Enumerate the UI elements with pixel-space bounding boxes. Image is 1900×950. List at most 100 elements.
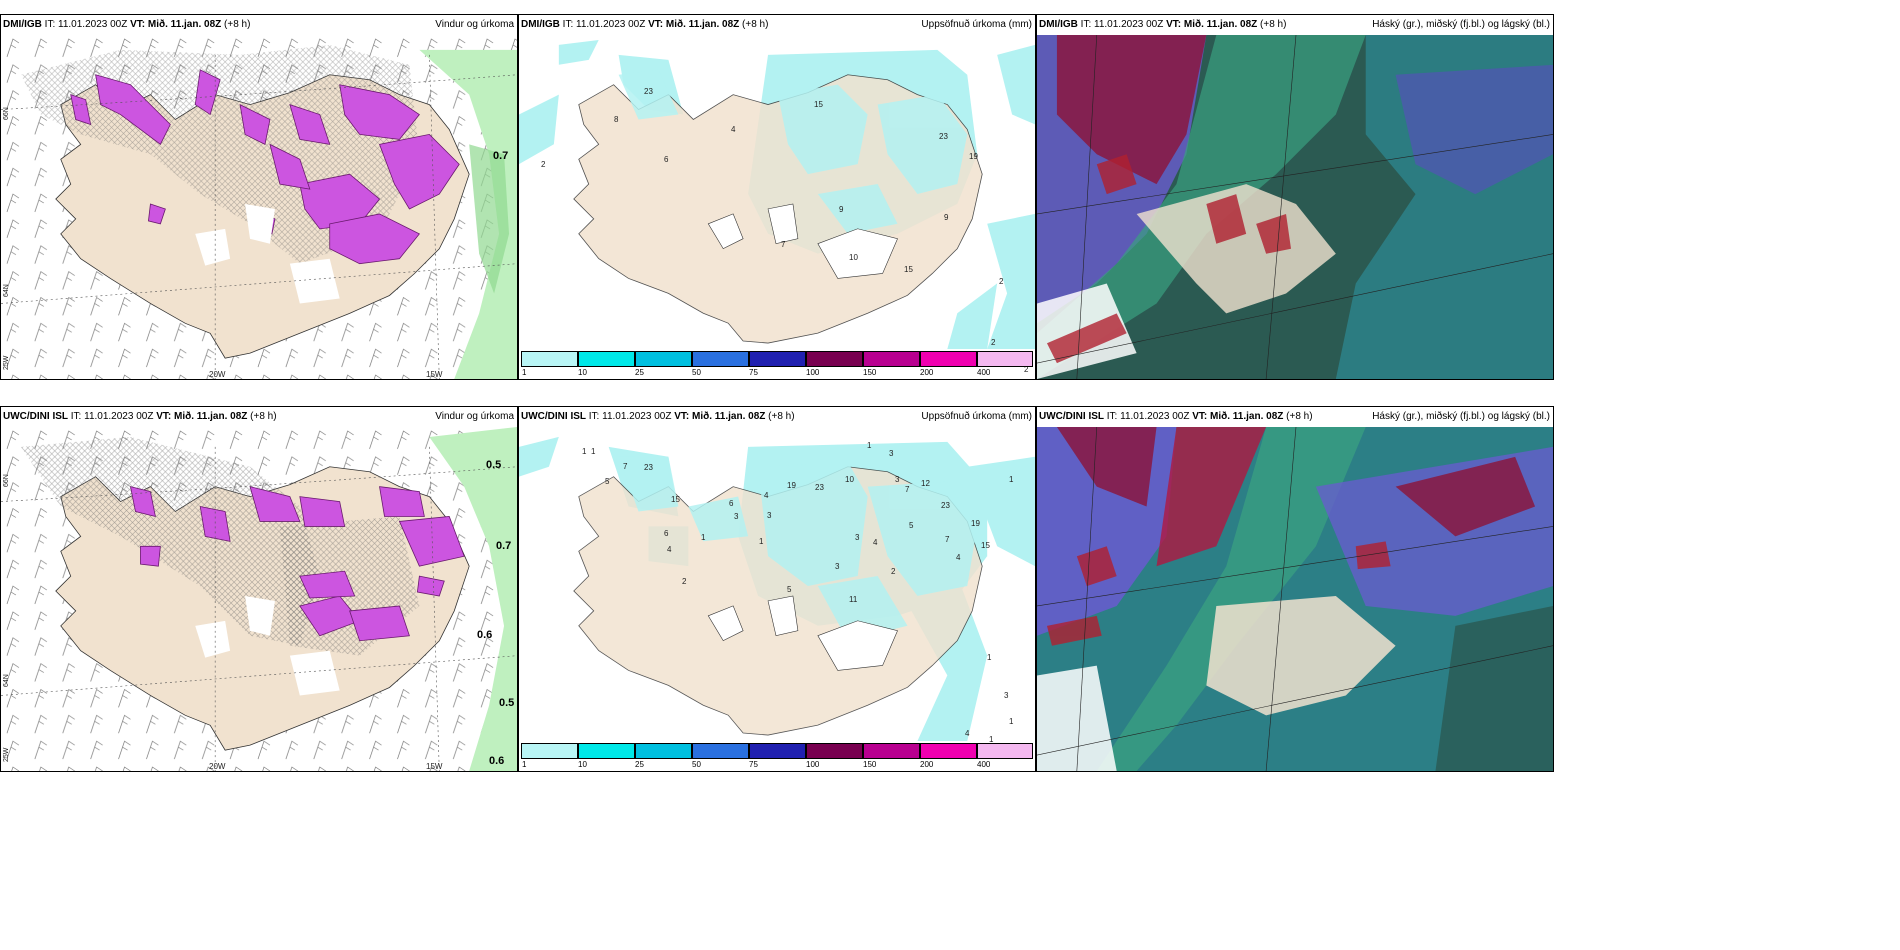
mid-cloud-purple xyxy=(1395,64,1553,195)
vt-label: VT: xyxy=(156,411,172,422)
precip-label: 4 xyxy=(956,553,961,562)
colorbar-tick: 75 xyxy=(749,368,758,377)
precip-label: 2 xyxy=(991,338,996,347)
colorbar-tick: 100 xyxy=(806,760,820,769)
colorbar-swatch xyxy=(578,351,635,367)
colorbar-swatch xyxy=(863,743,920,759)
high-cloud-streaks xyxy=(1046,154,1292,364)
model-name: DMI/IGB xyxy=(1039,19,1078,30)
panel-header: UWC/DINI ISL IT: 11.01.2023 00Z VT: Mið.… xyxy=(1,407,517,427)
panel-title: Uppsöfnuð úrkoma (mm) xyxy=(921,19,1032,30)
precip-label: 7 xyxy=(623,462,628,471)
lead-time: (+8 h) xyxy=(250,411,277,422)
colorbar-tick: 75 xyxy=(749,760,758,769)
precip-label: 3 xyxy=(895,475,900,484)
precip-label: 23 xyxy=(815,483,824,492)
lon-label-20w: 20W xyxy=(209,762,226,771)
panel-uwc-cloud: UWC/DINI ISL IT: 11.01.2023 00Z VT: Mið.… xyxy=(1036,406,1554,772)
panel-title: Háský (gr.), miðský (fj.bl.) og lágský (… xyxy=(1372,19,1550,30)
colorbar-swatch xyxy=(521,743,578,759)
colorbar-tick: 400 xyxy=(977,368,991,377)
vt-value: Mið. 11.jan. 08Z xyxy=(692,411,766,422)
precip-label: 2 xyxy=(999,277,1004,286)
model-name: DMI/IGB xyxy=(521,19,560,30)
hatched-area xyxy=(20,436,320,646)
land-gaps xyxy=(195,204,340,304)
panel-uwc-accum-precip: UWC/DINI ISL IT: 11.01.2023 00Z VT: Mið.… xyxy=(518,406,1036,772)
low-cloud-band xyxy=(1096,427,1366,771)
precip-label: 15 xyxy=(671,495,680,504)
colorbar-tick: 200 xyxy=(920,368,934,377)
precip-shading xyxy=(129,486,465,642)
precip-label: 12 xyxy=(921,479,930,488)
precip-label: 2 xyxy=(682,577,687,586)
colorbar-tick: 25 xyxy=(635,760,644,769)
colorbar-swatch xyxy=(521,351,578,367)
vt-value: Mið. 11.jan. 08Z xyxy=(665,19,740,30)
model-name: UWC/DINI ISL xyxy=(521,411,586,422)
graticule xyxy=(1,54,517,379)
map-area xyxy=(519,427,1035,741)
colorbar-tick: 10 xyxy=(578,760,587,769)
precip-label: 23 xyxy=(941,501,950,510)
precip-label: 2 xyxy=(1024,365,1029,374)
vt-label: VT: xyxy=(1192,411,1208,422)
precip-label: 3 xyxy=(1004,691,1009,700)
lon-label-25w: 25W xyxy=(3,747,10,762)
colorbar-swatch xyxy=(977,743,1033,759)
precip-label: 6 xyxy=(729,499,734,508)
colorbar-swatch xyxy=(635,351,692,367)
wind-value: 0.7 xyxy=(493,150,509,162)
precip-label: 3 xyxy=(889,449,894,458)
precip-over-land xyxy=(618,69,968,234)
colorbar-swatch xyxy=(863,351,920,367)
lat-label-64n: 64N xyxy=(3,674,10,687)
vt-label: VT: xyxy=(674,411,690,422)
colorbar-tick: 1 xyxy=(522,760,527,769)
grid-lines xyxy=(1037,35,1553,379)
precip-label: 3 xyxy=(835,562,840,571)
colorbar-tick: 150 xyxy=(863,368,877,377)
precip-label: 1 xyxy=(582,447,587,456)
precip-label: 15 xyxy=(814,100,823,109)
vt-value: Mið. 11.jan. 08Z xyxy=(147,19,222,30)
precip-label: 1 xyxy=(1009,475,1014,484)
precip-label: 19 xyxy=(971,519,980,528)
precip-label: 4 xyxy=(965,729,970,738)
map-area xyxy=(1037,427,1553,771)
grid-lines xyxy=(1037,427,1553,771)
colorbar-tick: 10 xyxy=(578,368,587,377)
precip-colorbar: 1 10 25 50 75 100 150 200 400 xyxy=(521,743,1033,769)
precip-label: 6 xyxy=(664,529,669,538)
it-label: IT: xyxy=(562,19,574,30)
it-label: IT: xyxy=(588,411,600,422)
precip-label: 9 xyxy=(839,205,844,214)
precip-label: 5 xyxy=(787,585,792,594)
precip-label: 7 xyxy=(905,485,910,494)
panel-header: UWC/DINI ISL IT: 11.01.2023 00Z VT: Mið.… xyxy=(519,407,1035,427)
vt-value: Mið. 11.jan. 08Z xyxy=(1183,19,1258,30)
wind-precip-map xyxy=(1,427,517,771)
it-value: 11.01.2023 00Z xyxy=(1094,19,1164,30)
precip-label: 9 xyxy=(944,213,949,222)
high-cloud-streaks xyxy=(1046,541,1391,646)
it-value: 11.01.2023 00Z xyxy=(58,19,128,30)
high-cloud-east xyxy=(1395,456,1536,537)
land-gaps xyxy=(195,596,340,696)
wind-value: 0.5 xyxy=(499,697,515,709)
precip-label: 6 xyxy=(664,155,669,164)
colorbar-tick: 1 xyxy=(522,368,527,377)
precip-label: 5 xyxy=(605,477,610,486)
light-precip-area xyxy=(429,427,517,771)
wind-value: 0.7 xyxy=(496,540,512,552)
cloud-map xyxy=(1037,427,1553,771)
precip-label: 4 xyxy=(764,491,769,500)
precip-colorbar: 1 10 25 50 75 100 150 200 400 xyxy=(521,351,1033,377)
graticule xyxy=(1,446,517,771)
accum-precip-map xyxy=(519,35,1035,349)
light-precip-area xyxy=(419,49,517,379)
precip-label: 3 xyxy=(734,512,739,521)
panel-header: UWC/DINI ISL IT: 11.01.2023 00Z VT: Mið.… xyxy=(1037,407,1553,427)
lat-label-66n: 66N xyxy=(3,474,10,487)
high-cloud-area xyxy=(1056,35,1207,185)
